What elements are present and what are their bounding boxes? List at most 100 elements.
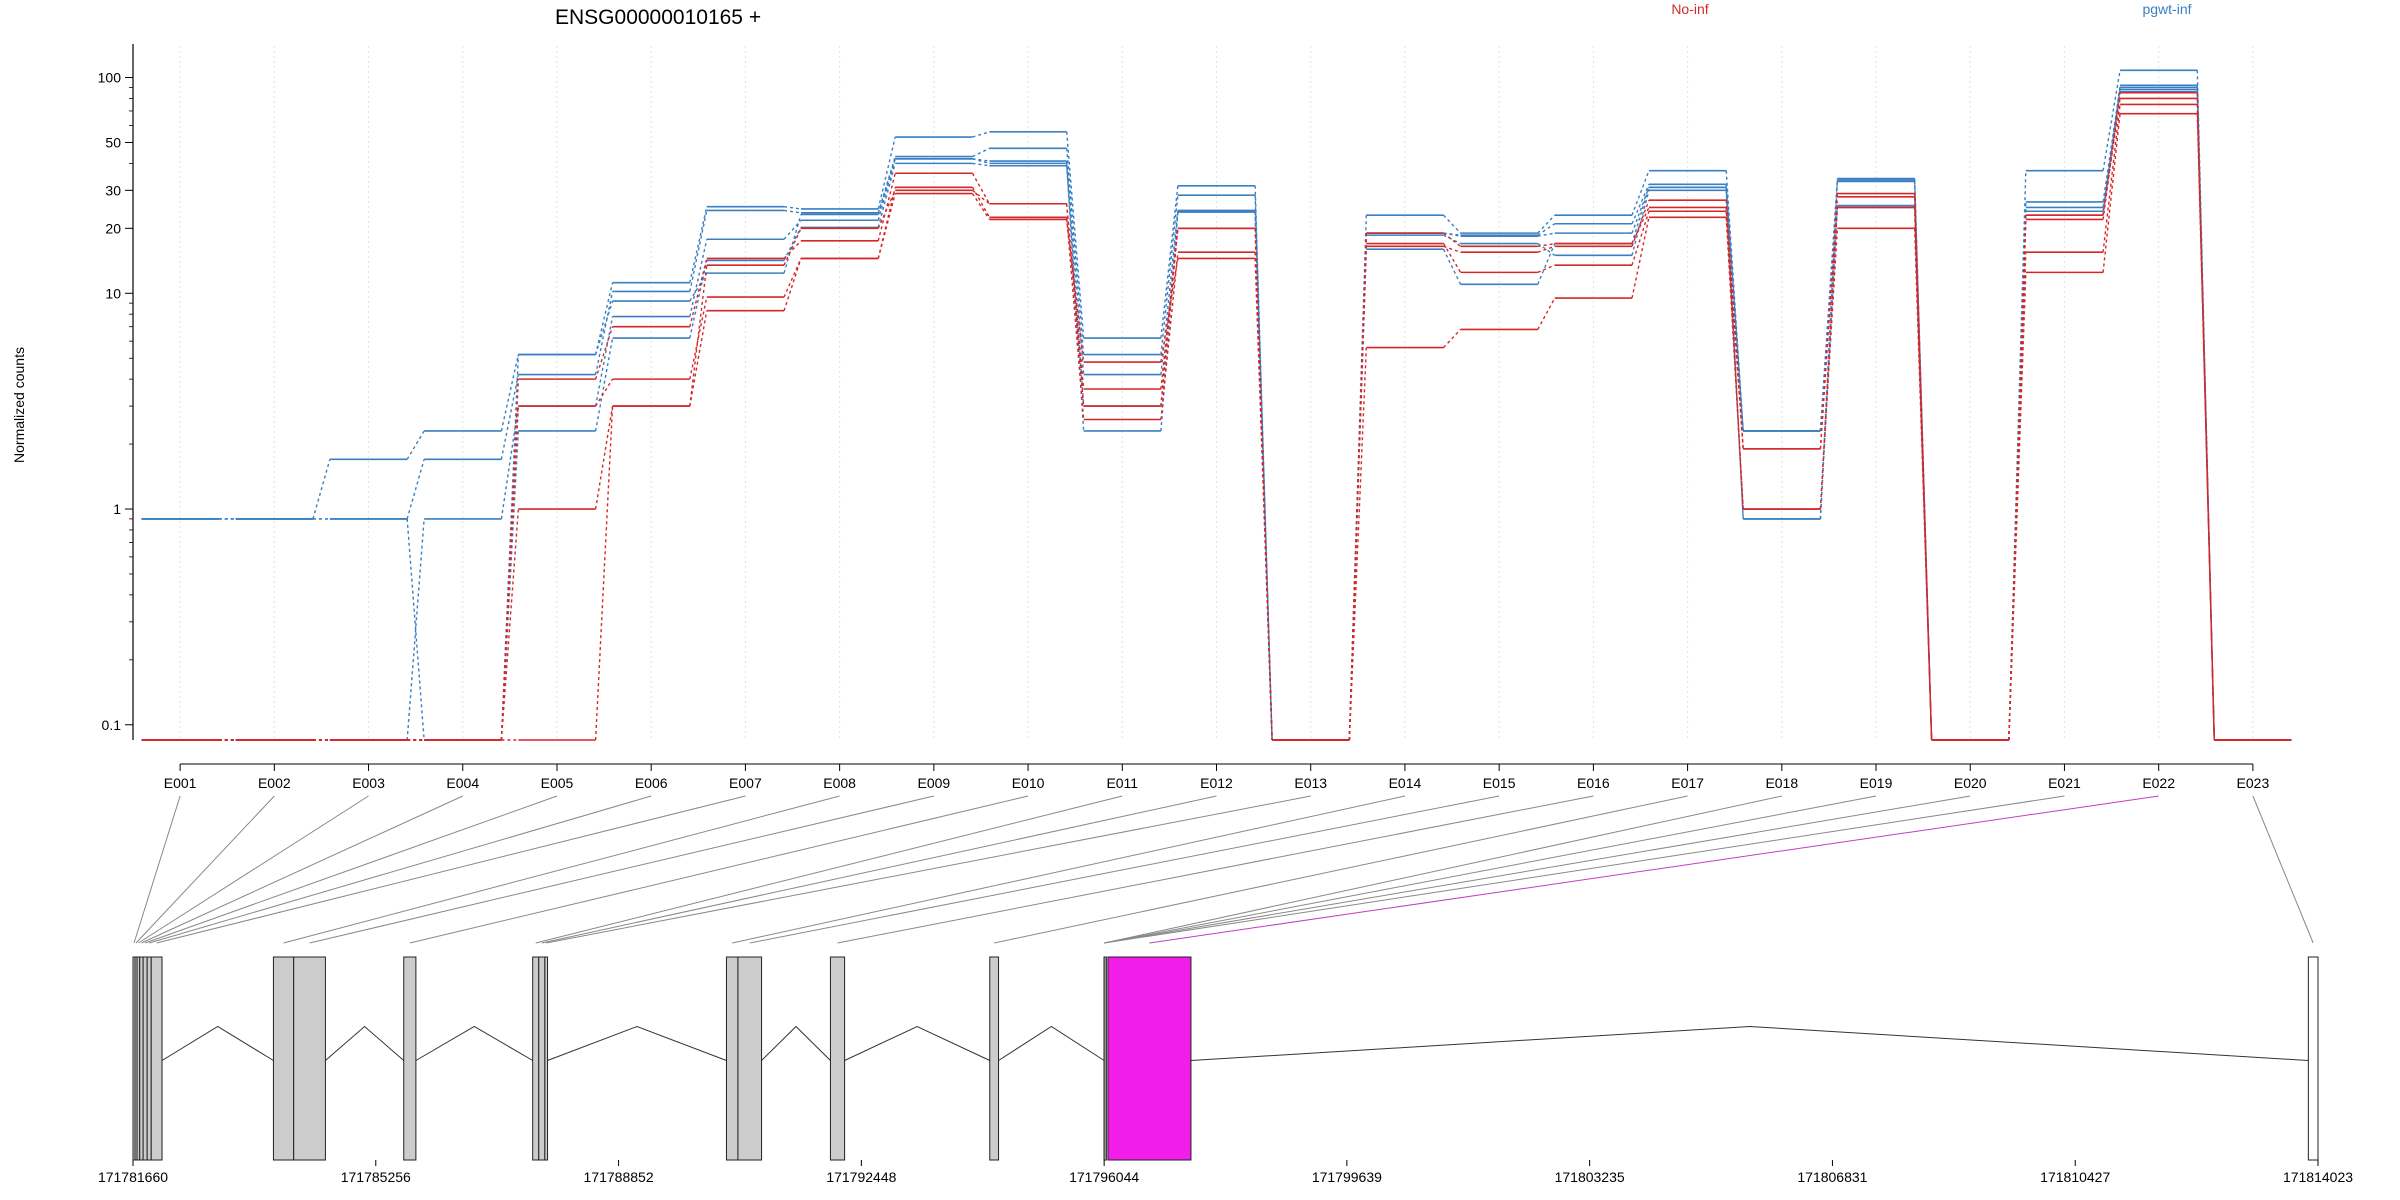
count-connector	[2102, 113, 2121, 273]
count-connector	[406, 459, 425, 520]
connector-e017	[994, 795, 1688, 944]
connector-e004	[141, 795, 463, 944]
count-connector	[594, 337, 614, 432]
connector-e010	[409, 795, 1029, 944]
count-connector	[1537, 245, 1555, 253]
count-connector	[406, 430, 425, 460]
exon-e008	[272, 956, 295, 1161]
count-connector	[312, 459, 331, 520]
count-connector	[1537, 297, 1556, 330]
count-connector	[1065, 161, 1085, 375]
x-axis: E001 E002 E003 E004 E005 E006 E007 E008 E009 E010…	[164, 763, 2270, 791]
count-connector	[877, 193, 896, 259]
count-connector	[1631, 207, 1650, 244]
count-connector	[1537, 243, 1556, 285]
count-connector	[1725, 217, 1744, 510]
exon-e022	[1107, 956, 1192, 1161]
count-connector	[783, 228, 802, 266]
coord-label: 171810427	[2040, 1169, 2110, 1185]
count-connector	[1631, 184, 1650, 225]
count-connector	[783, 219, 802, 240]
count-connector	[2102, 70, 2121, 171]
intron-line	[415, 1025, 533, 1061]
count-connector	[1065, 148, 1085, 355]
exon-e013	[544, 956, 549, 1161]
exon-connectors	[133, 795, 2314, 944]
intron-line	[547, 1025, 727, 1061]
count-connector	[877, 158, 896, 215]
connector-e018	[1104, 795, 1782, 944]
x-tick-label-e023: E023	[2237, 775, 2270, 791]
intron-line	[998, 1025, 1105, 1061]
count-connector	[689, 310, 708, 407]
count-connector	[2008, 272, 2027, 741]
count-connector	[1537, 214, 1556, 234]
count-connector	[877, 190, 896, 229]
y-tick-label: 50	[105, 134, 121, 150]
count-connector	[1442, 248, 1462, 285]
count-connector	[1348, 243, 1368, 741]
count-series	[141, 69, 2292, 741]
exon-e023	[2307, 956, 2319, 1161]
x-tick-label-e013: E013	[1294, 775, 1327, 791]
count-connector	[1819, 205, 1839, 519]
count-connector	[500, 354, 520, 432]
y-tick-label: 20	[105, 220, 121, 236]
count-connector	[1631, 187, 1650, 234]
connector-e020	[1104, 795, 1971, 944]
coord-label: 171781660	[98, 1169, 168, 1185]
count-connector	[2102, 104, 2121, 253]
connector-e021	[1104, 795, 2065, 944]
x-tick-label-e002: E002	[258, 775, 291, 791]
count-connector	[877, 158, 896, 221]
vertical-gridlines	[179, 46, 2254, 740]
intron-line	[761, 1025, 831, 1061]
count-connector	[2008, 215, 2027, 741]
exon-e007	[150, 956, 163, 1161]
connector-e003	[138, 795, 369, 944]
count-connector	[1819, 193, 1839, 449]
count-connector	[500, 405, 520, 519]
count-connector	[500, 430, 520, 741]
x-tick-label-e018: E018	[1765, 775, 1798, 791]
exon-e010	[403, 956, 417, 1161]
x-tick-label-e021: E021	[2048, 775, 2081, 791]
x-tick-label-e001: E001	[164, 775, 197, 791]
y-tick-label: 100	[98, 70, 122, 86]
count-connector	[971, 193, 991, 220]
connector-e011	[535, 795, 1123, 944]
count-connector	[500, 508, 520, 741]
count-connector	[2102, 85, 2121, 216]
x-tick-label-e012: E012	[1200, 775, 1233, 791]
count-connector	[406, 518, 425, 741]
count-connector	[594, 282, 614, 355]
x-tick-label-e007: E007	[729, 775, 762, 791]
y-tick-label: 10	[105, 285, 121, 301]
count-connector	[972, 189, 990, 205]
x-tick-label-e016: E016	[1577, 775, 1610, 791]
intron-line	[1190, 1025, 2309, 1061]
count-connector	[500, 374, 520, 460]
count-connector	[594, 406, 614, 741]
x-tick-label-e009: E009	[917, 775, 950, 791]
count-connector	[1160, 252, 1179, 420]
coord-label: 171785256	[341, 1169, 411, 1185]
genomic-coordinate-axis: 171781660 171785256 171788852 171792448 1717…	[98, 1160, 2353, 1185]
count-connector	[2102, 98, 2121, 216]
count-connector	[1160, 195, 1179, 355]
connector-e009	[309, 795, 934, 944]
count-connector	[594, 405, 614, 510]
connector-e022	[1149, 795, 2159, 944]
count-connector	[689, 206, 708, 283]
intron-line	[844, 1025, 990, 1061]
count-connector	[1443, 328, 1462, 349]
count-connector	[1348, 347, 1368, 741]
count-connector	[877, 136, 896, 210]
count-connector	[1160, 185, 1179, 339]
count-connector	[1725, 187, 1744, 432]
legend-label-pgwt-inf: pgwt-inf	[2142, 1, 2191, 17]
count-connector	[1725, 184, 1744, 432]
count-connector	[972, 147, 990, 158]
connector-e008	[283, 795, 840, 944]
count-connector	[1537, 264, 1556, 274]
